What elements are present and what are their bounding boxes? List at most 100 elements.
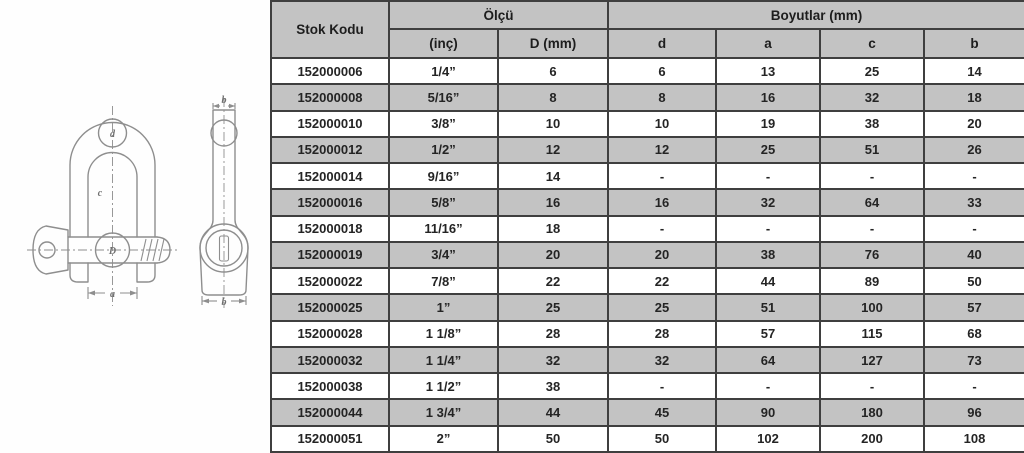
cell-d_mm: 10 <box>496 109 610 138</box>
cell-d_mm: 50 <box>496 424 610 453</box>
cell-inch: 5/8” <box>388 188 499 217</box>
cell-inch: 1 3/4” <box>388 398 499 427</box>
cell-c: - <box>819 162 926 191</box>
dim-label-D: D <box>108 246 116 257</box>
spec-table: Stok Kodu Ölçü Boyutlar (mm) (inç) D (mm… <box>270 0 1024 453</box>
table-row: 152000032 1 1/4” 32 32 64 127 73 <box>270 345 1024 375</box>
col-header-c: c <box>819 28 926 59</box>
cell-inch: 1/2” <box>388 135 499 165</box>
cell-b: 20 <box>923 109 1024 138</box>
cell-d: - <box>607 214 718 243</box>
cell-inch: 1 1/4” <box>388 345 499 375</box>
table-row: 152000038 1 1/2” 38- - - - <box>270 372 1024 401</box>
dim-label-d: d <box>110 129 116 140</box>
col-header-inch: (inç) <box>388 28 499 59</box>
col-group-boyutlar: Boyutlar (mm) <box>607 0 1024 30</box>
cell-d: 45 <box>607 398 718 427</box>
cell-c: - <box>819 214 926 243</box>
table-row: 152000008 5/16” 8 8 16 32 18 <box>270 83 1024 112</box>
cell-b: 26 <box>923 135 1024 165</box>
shackle-drawing-svg: d c D <box>27 95 249 308</box>
cell-a: 51 <box>715 293 822 322</box>
cell-inch: 1 1/8” <box>388 319 499 348</box>
cell-a: 13 <box>715 56 822 86</box>
table-row: 152000016 5/8” 16 16 32 64 33 <box>270 188 1024 217</box>
cell-stok: 152000019 <box>270 240 390 270</box>
col-header-d-mm: D (mm) <box>496 28 610 59</box>
cell-inch: 1” <box>388 293 499 322</box>
cell-a: 32 <box>715 188 822 217</box>
table-row: 152000022 7/8” 22 22 44 89 50 <box>270 267 1024 296</box>
cell-inch: 1/4” <box>388 56 499 86</box>
pin-boss-outer-circle <box>199 223 249 273</box>
cell-c: 180 <box>819 398 926 427</box>
cell-c: 100 <box>819 293 926 322</box>
col-header-a: a <box>715 28 822 59</box>
cell-a: 57 <box>715 319 822 348</box>
pin-eye-hole <box>38 241 56 259</box>
table-row: 152000006 1/4” 6 6 13 25 14 <box>270 56 1024 86</box>
cell-b: 14 <box>923 56 1024 86</box>
cell-d: 8 <box>607 83 718 112</box>
spec-table-container: Stok Kodu Ölçü Boyutlar (mm) (inç) D (mm… <box>270 0 1024 453</box>
pin-diameter-circle <box>94 232 131 268</box>
cell-a: - <box>715 214 822 243</box>
table-row: 152000019 3/4” 20 20 38 76 40 <box>270 240 1024 270</box>
table-body: 152000006 1/4” 6 6 13 25 14 152000008 5/16” 8 8 16 3… <box>270 56 1024 453</box>
cell-stok: 152000025 <box>270 293 390 322</box>
cell-inch: 2” <box>388 424 499 453</box>
cell-c: 64 <box>819 188 926 217</box>
cell-d_mm: 22 <box>496 267 610 296</box>
cell-a: 19 <box>715 109 822 138</box>
cell-a: 102 <box>715 424 822 453</box>
cell-c: 25 <box>819 56 926 86</box>
cell-d: 16 <box>607 188 718 217</box>
table-row: 152000044 1 3/4” 44 45 90 180 96 <box>270 398 1024 427</box>
cell-d: - <box>607 162 718 191</box>
bow-diameter-circle <box>97 118 128 148</box>
pin-boss-inner-circle <box>205 229 243 267</box>
col-header-b: b <box>923 28 1024 59</box>
cell-d: 10 <box>607 109 718 138</box>
cell-stok: 152000006 <box>270 56 390 86</box>
cell-c: 127 <box>819 345 926 375</box>
cell-stok: 152000022 <box>270 267 390 296</box>
cell-inch: 3/4” <box>388 240 499 270</box>
cell-d_mm: 20 <box>496 240 610 270</box>
cell-d_mm: 8 <box>496 83 610 112</box>
cell-d: 6 <box>607 56 718 86</box>
cell-b: 18 <box>923 83 1024 112</box>
cell-d_mm: 32 <box>496 345 610 375</box>
dimension-b-bottom: b <box>201 296 247 308</box>
cell-d_mm: 6 <box>496 56 610 86</box>
shackle-technical-drawing: d c D <box>0 0 270 453</box>
cell-inch: 5/16” <box>388 83 499 112</box>
table-row: 152000028 1 1/8” 28 28 57 115 68 <box>270 319 1024 348</box>
cell-d: 22 <box>607 267 718 296</box>
pin-thread-cap <box>156 236 171 264</box>
col-header-d: d <box>607 28 718 59</box>
cell-c: 200 <box>819 424 926 453</box>
cell-d: 28 <box>607 319 718 348</box>
right-leg-foot <box>136 262 156 283</box>
table-row: 152000025 1” 25 25 51 100 57 <box>270 293 1024 322</box>
cell-d_mm: 44 <box>496 398 610 427</box>
side-top-eye-circle <box>210 119 238 147</box>
cell-stok: 152000051 <box>270 424 390 453</box>
cell-d_mm: 28 <box>496 319 610 348</box>
cell-stok: 152000010 <box>270 109 390 138</box>
col-header-stok-kodu: Stok Kodu <box>270 0 390 59</box>
cell-stok: 152000028 <box>270 319 390 348</box>
cell-d_mm: 18 <box>496 214 610 243</box>
cell-stok: 152000012 <box>270 135 390 165</box>
cell-a: 16 <box>715 83 822 112</box>
pin-thread-hatching <box>140 238 165 262</box>
cell-stok: 152000014 <box>270 162 390 191</box>
dimension-a: a <box>87 287 138 300</box>
cell-inch: 9/16” <box>388 162 499 191</box>
table-row: 152000010 3/8” 10 10 19 38 20 <box>270 109 1024 138</box>
cell-c: - <box>819 372 926 401</box>
cell-b: 73 <box>923 345 1024 375</box>
cell-c: 89 <box>819 267 926 296</box>
